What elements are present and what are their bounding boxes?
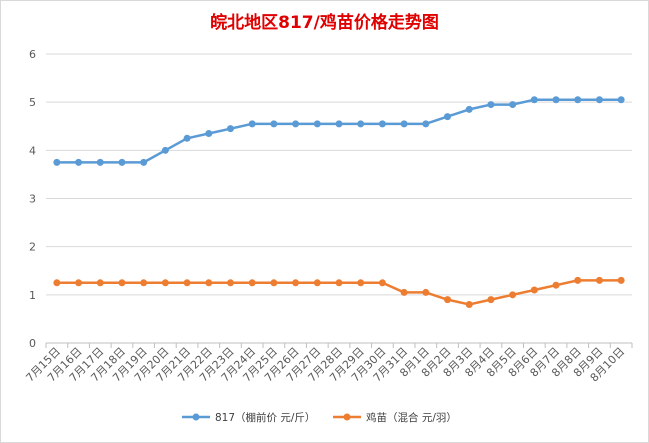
data-point — [422, 288, 430, 296]
data-point — [400, 120, 408, 128]
data-point — [357, 120, 365, 128]
y-tick-label: 6 — [29, 48, 36, 61]
data-point — [509, 291, 517, 299]
gridlines — [46, 53, 632, 344]
data-point — [422, 120, 430, 128]
data-point — [140, 158, 148, 166]
data-point — [183, 134, 191, 142]
legend: 817（棚前价 元/斤） 鸡苗（混合 元/羽） — [182, 411, 457, 424]
data-point — [444, 113, 452, 121]
data-point — [444, 296, 452, 304]
data-point — [465, 105, 473, 113]
series-group — [53, 96, 625, 308]
y-tick-label: 1 — [29, 289, 36, 302]
data-point — [53, 158, 61, 166]
y-axis-ticks: 0 1 2 3 4 5 6 — [29, 48, 36, 350]
data-point — [248, 120, 256, 128]
data-point — [530, 286, 538, 294]
data-point — [183, 279, 191, 287]
legend-swatch-marker — [192, 413, 200, 421]
data-point — [248, 279, 256, 287]
data-point — [96, 279, 104, 287]
legend-label: 鸡苗（混合 元/羽） — [366, 411, 457, 424]
data-point — [595, 96, 603, 104]
data-point — [292, 120, 300, 128]
y-tick-label: 0 — [29, 337, 36, 350]
x-axis-ticks: 7月15日7月16日7月17日7月18日7月19日7月20日7月21日7月22日… — [23, 343, 633, 385]
data-point — [530, 96, 538, 104]
data-point — [226, 125, 234, 133]
data-point — [400, 288, 408, 296]
data-point — [552, 281, 560, 289]
data-point — [226, 279, 234, 287]
legend-label: 817（棚前价 元/斤） — [215, 411, 315, 424]
data-point — [161, 146, 169, 154]
data-point — [205, 279, 213, 287]
y-tick-label: 2 — [29, 241, 36, 254]
data-point — [509, 101, 517, 109]
y-tick-label: 5 — [29, 96, 36, 109]
data-point — [270, 120, 278, 128]
data-point — [617, 276, 625, 284]
data-point — [118, 158, 126, 166]
series-line-1 — [56, 98, 622, 164]
data-point — [313, 279, 321, 287]
data-point — [595, 276, 603, 284]
y-tick-label: 3 — [29, 193, 36, 206]
data-point — [487, 101, 495, 109]
data-point — [487, 296, 495, 304]
data-point — [465, 300, 473, 308]
data-point — [75, 279, 83, 287]
data-point — [574, 96, 582, 104]
data-point — [161, 279, 169, 287]
data-point — [140, 279, 148, 287]
data-point — [53, 279, 61, 287]
legend-swatch-marker — [343, 413, 351, 421]
data-point — [205, 129, 213, 137]
y-tick-label: 4 — [29, 144, 36, 157]
data-point — [552, 96, 560, 104]
data-point — [574, 276, 582, 284]
data-point — [357, 279, 365, 287]
data-point — [378, 120, 386, 128]
data-point — [118, 279, 126, 287]
data-point — [75, 158, 83, 166]
data-point — [335, 120, 343, 128]
data-point — [96, 158, 104, 166]
data-point — [270, 279, 278, 287]
data-point — [335, 279, 343, 287]
data-point — [617, 96, 625, 104]
data-point — [292, 279, 300, 287]
chart-title: 皖北地区817/鸡苗价格走势图 — [210, 13, 439, 33]
data-point — [378, 279, 386, 287]
data-point — [313, 120, 321, 128]
